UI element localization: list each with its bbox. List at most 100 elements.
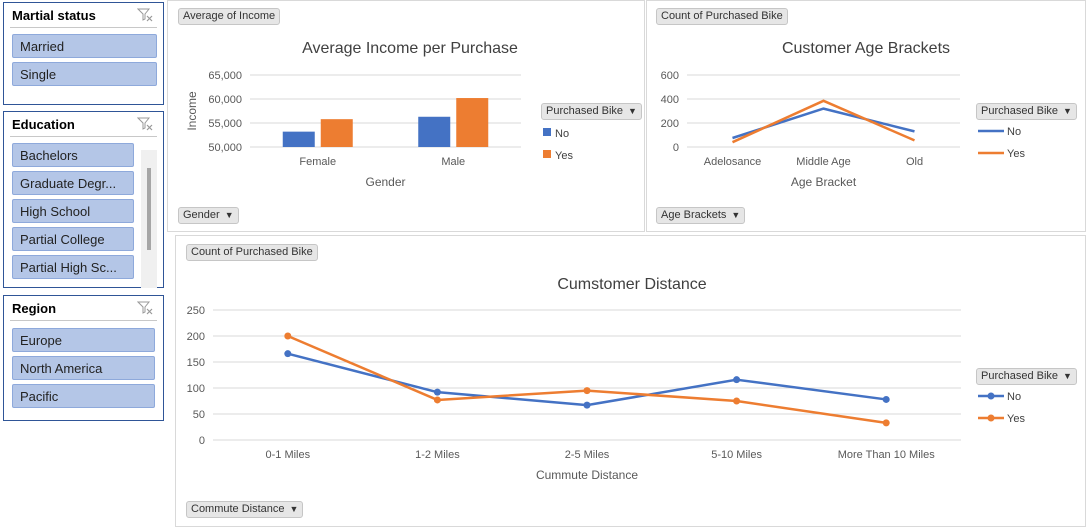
slicer-item-bachelors[interactable]: Bachelors [12,143,134,167]
value-field-label: Count of Purchased Bike [191,246,313,258]
dropdown-arrow-icon: ▼ [224,210,234,220]
slicer-item-married[interactable]: Married [12,34,157,58]
legend-swatch-yes [543,150,551,158]
slicer-item-single[interactable]: Single [12,62,157,86]
dropdown-arrow-icon: ▼ [1063,371,1072,381]
series-line-yes [731,99,915,144]
slicer-title: Region [12,301,57,316]
legend-label: Yes [1007,413,1025,425]
x-tick-label: 0-1 Miles [265,449,310,461]
chart-commute-distance: Count of Purchased Bike Cumstomer Distan… [175,235,1086,527]
bar-no [282,131,315,147]
y-tick-label: 600 [661,70,679,82]
slicer-item-high-school[interactable]: High School [12,199,134,223]
x-tick-label: Adelosance [704,156,762,168]
slicer-marital-status: Martial status Married Single [3,2,164,105]
x-tick-label: 1-2 Miles [415,449,460,461]
slicer-title: Martial status [12,8,96,23]
data-point-yes [284,332,292,340]
data-point-yes [433,396,441,404]
series-line-yes [287,334,887,425]
chart-title: Cumstomer Distance [557,276,706,293]
slicer-item-pacific[interactable]: Pacific [12,384,155,408]
data-point-no [284,350,292,358]
data-point-yes [882,419,890,427]
legend-label: Yes [555,150,573,162]
legend-filter-label: Purchased Bike [546,105,624,117]
legend-label: No [1007,391,1021,403]
axis-field-button[interactable]: Commute Distance ▼ [186,501,304,518]
y-tick-label: 200 [187,331,205,343]
y-axis-label: Income [185,91,199,131]
axis-field-button[interactable]: Gender ▼ [178,207,239,224]
y-tick-label: 0 [673,142,679,154]
legend-filter-label: Purchased Bike [981,370,1059,382]
data-point-no [733,376,741,384]
y-tick-label: 65,000 [208,70,242,82]
data-point-no [583,401,591,409]
dropdown-arrow-icon: ▼ [628,106,637,116]
y-tick-label: 0 [199,435,205,447]
chart-legend: No Yes [978,391,1025,425]
y-tick-label: 50 [193,409,205,421]
x-axis-label: Age Bracket [791,175,857,189]
income-bar-chart: Average Income per Purchase 65,000 60,000 5… [185,40,521,189]
slicer-scrollbar[interactable] [141,150,157,288]
slicer-region: Region Europe North America Pacific [3,295,164,421]
value-field-button[interactable]: Count of Purchased Bike [656,8,788,25]
clear-filter-icon[interactable] [137,117,153,131]
dropdown-arrow-icon: ▼ [289,504,299,514]
slicer-education: Education Bachelors Graduate Degr... Hig… [3,111,164,288]
y-tick-label: 100 [187,383,205,395]
value-field-label: Average of Income [183,10,276,22]
y-tick-label: 55,000 [208,118,242,130]
legend-label: Yes [1007,148,1025,160]
chart-legend: No Yes [543,128,573,162]
data-point-no [882,395,890,403]
slicer-item-graduate-degree[interactable]: Graduate Degr... [12,171,134,195]
divider [10,320,157,321]
chart-average-income: Average of Income Average Income per Pur… [167,0,645,232]
slicer-item-north-america[interactable]: North America [12,356,155,380]
slicer-item-europe[interactable]: Europe [12,328,155,352]
value-field-button[interactable]: Average of Income [178,8,281,25]
value-field-label: Count of Purchased Bike [661,10,783,22]
bar-yes [320,119,353,147]
x-tick-label: Old [906,156,923,168]
legend-label: No [1007,126,1021,138]
slicer-item-partial-high-school[interactable]: Partial High Sc... [12,255,134,279]
axis-field-label: Gender [183,209,220,221]
dropdown-arrow-icon: ▼ [731,210,741,220]
clear-filter-icon[interactable] [137,8,153,22]
legend-filter-button[interactable]: Purchased Bike ▼ [976,103,1077,120]
chart-age-brackets: Count of Purchased Bike Customer Age Bra… [646,0,1086,232]
value-field-button[interactable]: Count of Purchased Bike [186,244,318,261]
x-axis-label: Cummute Distance [536,468,638,482]
x-tick-label: Male [441,156,465,168]
legend-swatch-no [543,128,551,136]
legend-filter-button[interactable]: Purchased Bike ▼ [976,368,1077,385]
age-line-chart: Customer Age Brackets 600 400 200 0 Adelosanc… [661,40,960,189]
series-line-no [287,352,887,407]
axis-field-label: Commute Distance [191,503,285,515]
y-tick-label: 200 [661,118,679,130]
legend-filter-button[interactable]: Purchased Bike ▼ [541,103,642,120]
legend-marker [987,392,995,400]
axis-field-button[interactable]: Age Brackets ▼ [656,207,746,224]
legend-marker [987,414,995,422]
axis-field-label: Age Brackets [661,209,727,221]
data-point-yes [733,397,741,405]
divider [10,136,157,137]
chart-title: Customer Age Brackets [782,40,950,57]
x-tick-label: More Than 10 Miles [838,449,936,461]
x-tick-label: Female [299,156,336,168]
x-axis-label: Gender [365,175,405,189]
clear-filter-icon[interactable] [137,301,153,315]
scrollbar-thumb[interactable] [147,168,151,250]
slicer-item-partial-college[interactable]: Partial College [12,227,134,251]
data-point-no [433,388,441,396]
y-tick-label: 50,000 [208,142,242,154]
legend-label: No [555,128,569,140]
y-tick-label: 400 [661,94,679,106]
slicer-title: Education [12,117,75,132]
